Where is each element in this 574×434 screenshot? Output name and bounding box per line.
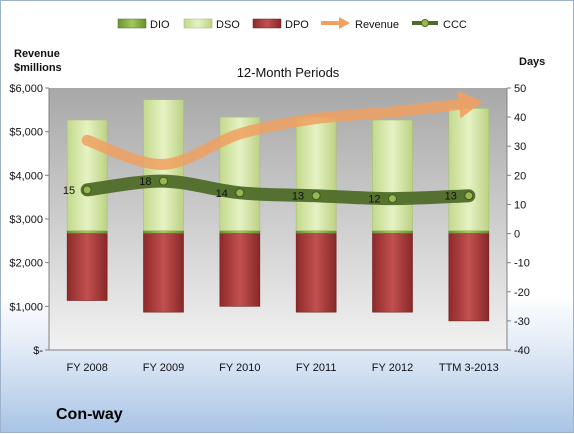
right-tick-label: -40: [514, 345, 530, 357]
left-tick-label: $4,000: [9, 170, 43, 182]
right-axis-title: Days: [519, 56, 545, 68]
legend-dpo-swatch: [253, 19, 281, 28]
company-name: Con-way: [56, 406, 123, 424]
x-tick-label: FY 2010: [219, 362, 260, 374]
dso-bar: [373, 120, 413, 231]
left-axis-ticks: $- $1,000 $2,000 $3,000 $4,000 $5,000 $6,000: [9, 83, 49, 357]
x-tick-label: FY 2008: [66, 362, 107, 374]
ccc-data-label: 15: [63, 185, 75, 197]
left-tick-label: $2,000: [9, 258, 43, 270]
ccc-data-label: 18: [139, 176, 151, 188]
legend-dio-swatch: [118, 19, 146, 28]
x-tick-label: TTM 3-2013: [439, 362, 499, 374]
right-tick-label: 0: [514, 229, 520, 241]
ccc-point: [389, 195, 397, 203]
dso-bar: [296, 117, 336, 231]
left-tick-label: $1,000: [9, 301, 43, 313]
dio-bar: [220, 231, 260, 234]
legend: DIO DSO DPO Revenue CCC: [118, 17, 467, 31]
legend-revenue-arrow: [321, 17, 350, 29]
right-tick-label: 50: [514, 83, 526, 95]
dso-bar: [449, 108, 489, 230]
dio-bar: [373, 231, 413, 234]
dpo-bar: [449, 234, 489, 321]
right-tick-label: -20: [514, 287, 530, 299]
ccc-data-label: 13: [292, 191, 304, 203]
ccc-data-label: 13: [445, 191, 457, 203]
x-tick-label: FY 2009: [143, 362, 184, 374]
ccc-point: [236, 189, 244, 197]
right-tick-label: -10: [514, 258, 530, 270]
legend-dpo-label: DPO: [285, 19, 309, 31]
right-tick-label: 30: [514, 141, 526, 153]
left-axis-title-line2: $millions: [14, 62, 62, 74]
right-axis-ticks: -40 -30 -20 -10 0 10 20 30 40 50: [507, 83, 530, 357]
left-tick-label: $6,000: [9, 83, 43, 95]
left-axis-title-line1: Revenue: [14, 48, 60, 60]
ccc-data-label: 14: [216, 188, 228, 200]
right-tick-label: 40: [514, 112, 526, 124]
x-tick-label: FY 2011: [296, 362, 337, 374]
ccc-data-label: 12: [368, 194, 380, 206]
ccc-point: [465, 192, 473, 200]
dio-bar: [67, 231, 107, 234]
legend-revenue-label: Revenue: [355, 19, 399, 31]
left-tick-label: $5,000: [9, 127, 43, 139]
right-tick-label: 10: [514, 199, 526, 211]
legend-ccc-label: CCC: [443, 19, 467, 31]
ccc-point: [83, 186, 91, 194]
left-tick-label: $3,000: [9, 214, 43, 226]
ccc-point: [312, 192, 320, 200]
left-tick-label: $-: [33, 345, 43, 357]
ccc-point: [160, 177, 168, 185]
x-axis-ticks: FY 2008 FY 2009 FY 2010 FY 2011 FY 2012 TTM 3…: [66, 362, 498, 374]
legend-dio-label: DIO: [150, 19, 170, 31]
x-tick-label: FY 2012: [372, 362, 413, 374]
chart-title: 12-Month Periods: [237, 65, 340, 80]
legend-dso-label: DSO: [216, 19, 240, 31]
right-tick-label: 20: [514, 170, 526, 182]
legend-ccc-line: [412, 20, 438, 27]
dio-bar: [449, 231, 489, 234]
dio-bar: [296, 231, 336, 234]
dpo-bar: [373, 234, 413, 313]
dpo-bar: [220, 234, 260, 307]
dpo-bar: [144, 234, 184, 313]
dpo-bar: [296, 234, 336, 313]
right-tick-label: -30: [514, 316, 530, 328]
legend-dso-swatch: [184, 19, 212, 28]
dio-bar: [144, 231, 184, 234]
dpo-bar: [67, 234, 107, 301]
